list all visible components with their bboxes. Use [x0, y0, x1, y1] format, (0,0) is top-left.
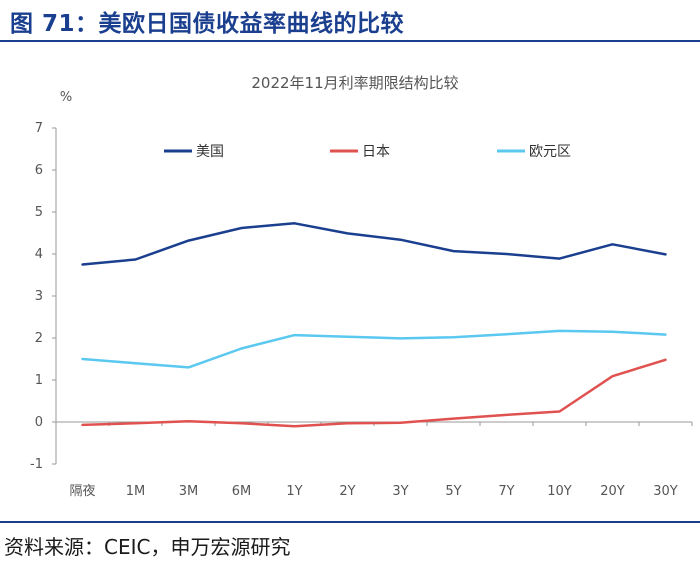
y-tick-label: 7 [35, 121, 43, 136]
y-tick-label: 4 [35, 247, 43, 262]
legend-label: 美国 [196, 144, 224, 160]
figure-title: 图 71：美欧日国债收益率曲线的比较 [10, 11, 405, 37]
series-line-日本 [81, 358, 667, 428]
y-tick-label: 0 [35, 415, 43, 430]
y-tick-label: 2 [35, 331, 43, 346]
x-tick-label: 隔夜 [69, 484, 95, 499]
x-tick-label: 20Y [600, 484, 625, 499]
x-tick-label: 5Y [445, 484, 461, 499]
series-line-美国 [81, 222, 667, 266]
x-tick-label: 3M [179, 484, 199, 499]
y-tick-label: 5 [35, 205, 43, 220]
x-tick-label: 7Y [498, 484, 514, 499]
y-tick-label: 1 [35, 373, 43, 388]
legend-label: 欧元区 [529, 144, 571, 160]
source-note: 资料来源：CEIC，申万宏源研究 [4, 535, 291, 559]
y-tick-label: 3 [35, 289, 43, 304]
yield-curve-chart: 2022年11月利率期限结构比较 % -1 0 1 2 3 4 5 6 7 隔夜 1M 3M 6M 1Y 2… [30, 74, 693, 499]
x-tick-label: 2Y [339, 484, 355, 499]
title-rule [0, 40, 700, 42]
x-tick-label: 6M [232, 484, 252, 499]
legend-label: 日本 [362, 144, 390, 160]
source-rule [0, 521, 700, 523]
chart-title: 2022年11月利率期限结构比较 [251, 74, 458, 92]
x-tick-label: 10Y [547, 484, 572, 499]
x-tick-label: 1M [126, 484, 146, 499]
plot-area: -1 0 1 2 3 4 5 6 7 隔夜 1M 3M 6M 1Y 2Y 3Y 5Y 7Y 10Y 20Y 30Y 美国 日… [30, 121, 693, 499]
y-tick-label: 6 [35, 163, 43, 178]
y-axis-label: % [60, 90, 72, 105]
x-tick-label: 1Y [286, 484, 302, 499]
x-tick-label: 3Y [392, 484, 408, 499]
series-line-欧元区 [81, 329, 667, 369]
y-tick-label: -1 [30, 457, 43, 472]
x-tick-label: 30Y [653, 484, 678, 499]
